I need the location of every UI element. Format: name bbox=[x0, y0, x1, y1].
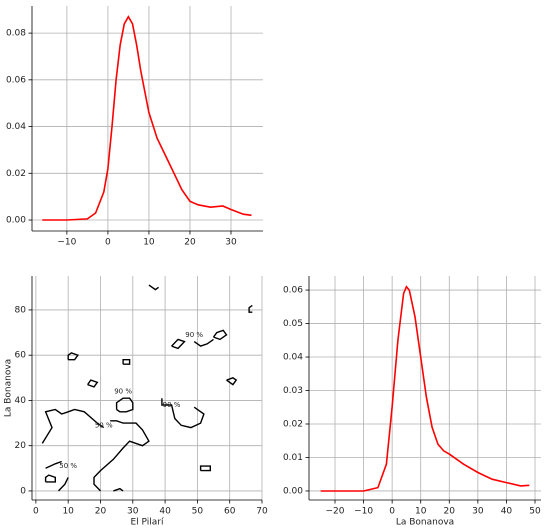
y-tick-label: 0.04 bbox=[6, 122, 26, 132]
x-axis-label: La Bonanova bbox=[396, 518, 454, 528]
y-tick-label: 0.00 bbox=[283, 486, 303, 496]
contour-line bbox=[57, 477, 69, 492]
x-tick-label: 10 bbox=[415, 507, 427, 517]
y-tick-label: 0.02 bbox=[6, 169, 26, 179]
contour-line bbox=[113, 487, 124, 492]
contour-label: 90 % bbox=[185, 331, 203, 339]
contour-line bbox=[67, 352, 80, 361]
x-tick-label: 30 bbox=[472, 507, 484, 517]
y-tick-label: 0.03 bbox=[283, 386, 303, 396]
x-tick-label: 40 bbox=[501, 507, 513, 517]
contour-line bbox=[248, 304, 253, 313]
y-tick-label: 80 bbox=[15, 305, 27, 315]
kde-line bbox=[42, 15, 252, 221]
contour-line bbox=[44, 474, 56, 483]
x-tick-label: 30 bbox=[225, 238, 237, 248]
contour-line bbox=[193, 338, 214, 347]
y-tick-label: 0.06 bbox=[283, 286, 303, 296]
contour-line bbox=[199, 465, 211, 472]
contour-label: 50 % bbox=[59, 462, 77, 470]
x-tick-label: 60 bbox=[224, 507, 236, 517]
y-tick-label: 20 bbox=[15, 441, 27, 451]
x-tick-label: 0 bbox=[389, 507, 395, 517]
contour-line bbox=[161, 398, 205, 429]
contour-label: 50 % bbox=[95, 421, 113, 429]
y-tick-label: 60 bbox=[15, 351, 27, 361]
y-tick-label: 0 bbox=[20, 486, 26, 496]
x-tick-label: 0 bbox=[33, 507, 39, 517]
x-tick-label: −10 bbox=[354, 507, 373, 517]
x-tick-label: 30 bbox=[127, 507, 139, 517]
contour-line bbox=[148, 284, 160, 291]
contour-line bbox=[171, 338, 186, 350]
contour-label: 90 % bbox=[163, 401, 181, 409]
y-tick-label: 0.06 bbox=[6, 75, 26, 85]
contour-label: 90 % bbox=[114, 387, 132, 395]
x-tick-label: 50 bbox=[529, 507, 541, 517]
x-tick-label: 50 bbox=[192, 507, 204, 517]
contour-line bbox=[115, 397, 134, 413]
y-tick-label: 0.05 bbox=[283, 319, 303, 329]
contour-line bbox=[41, 408, 105, 444]
y-tick-label: 0.08 bbox=[6, 29, 26, 39]
y-tick-label: 40 bbox=[15, 396, 27, 406]
y-tick-label: 0.01 bbox=[283, 453, 303, 463]
kde-line bbox=[320, 285, 530, 492]
x-tick-label: −20 bbox=[326, 507, 345, 517]
x-tick-label: 0 bbox=[105, 238, 111, 248]
x-tick-label: 20 bbox=[184, 238, 196, 248]
y-tick-label: 0.02 bbox=[283, 419, 303, 429]
x-tick-label: 70 bbox=[256, 507, 268, 517]
contour-line bbox=[45, 460, 62, 469]
x-tick-label: 20 bbox=[95, 507, 107, 517]
contour-line bbox=[93, 420, 150, 492]
contour-line bbox=[212, 329, 228, 341]
x-axis-label: El Pilarí bbox=[131, 518, 164, 528]
y-tick-label: 0.04 bbox=[283, 353, 303, 363]
y-axis-label: La Bonanova bbox=[4, 359, 14, 417]
contour-line bbox=[122, 359, 131, 365]
x-tick-label: 10 bbox=[143, 238, 155, 248]
x-tick-label: 20 bbox=[444, 507, 456, 517]
x-tick-label: 10 bbox=[62, 507, 74, 517]
contour-line bbox=[226, 377, 238, 386]
x-tick-label: −10 bbox=[57, 238, 76, 248]
x-tick-label: 40 bbox=[159, 507, 171, 517]
contour-line bbox=[87, 379, 99, 388]
y-tick-label: 0.00 bbox=[6, 216, 26, 226]
